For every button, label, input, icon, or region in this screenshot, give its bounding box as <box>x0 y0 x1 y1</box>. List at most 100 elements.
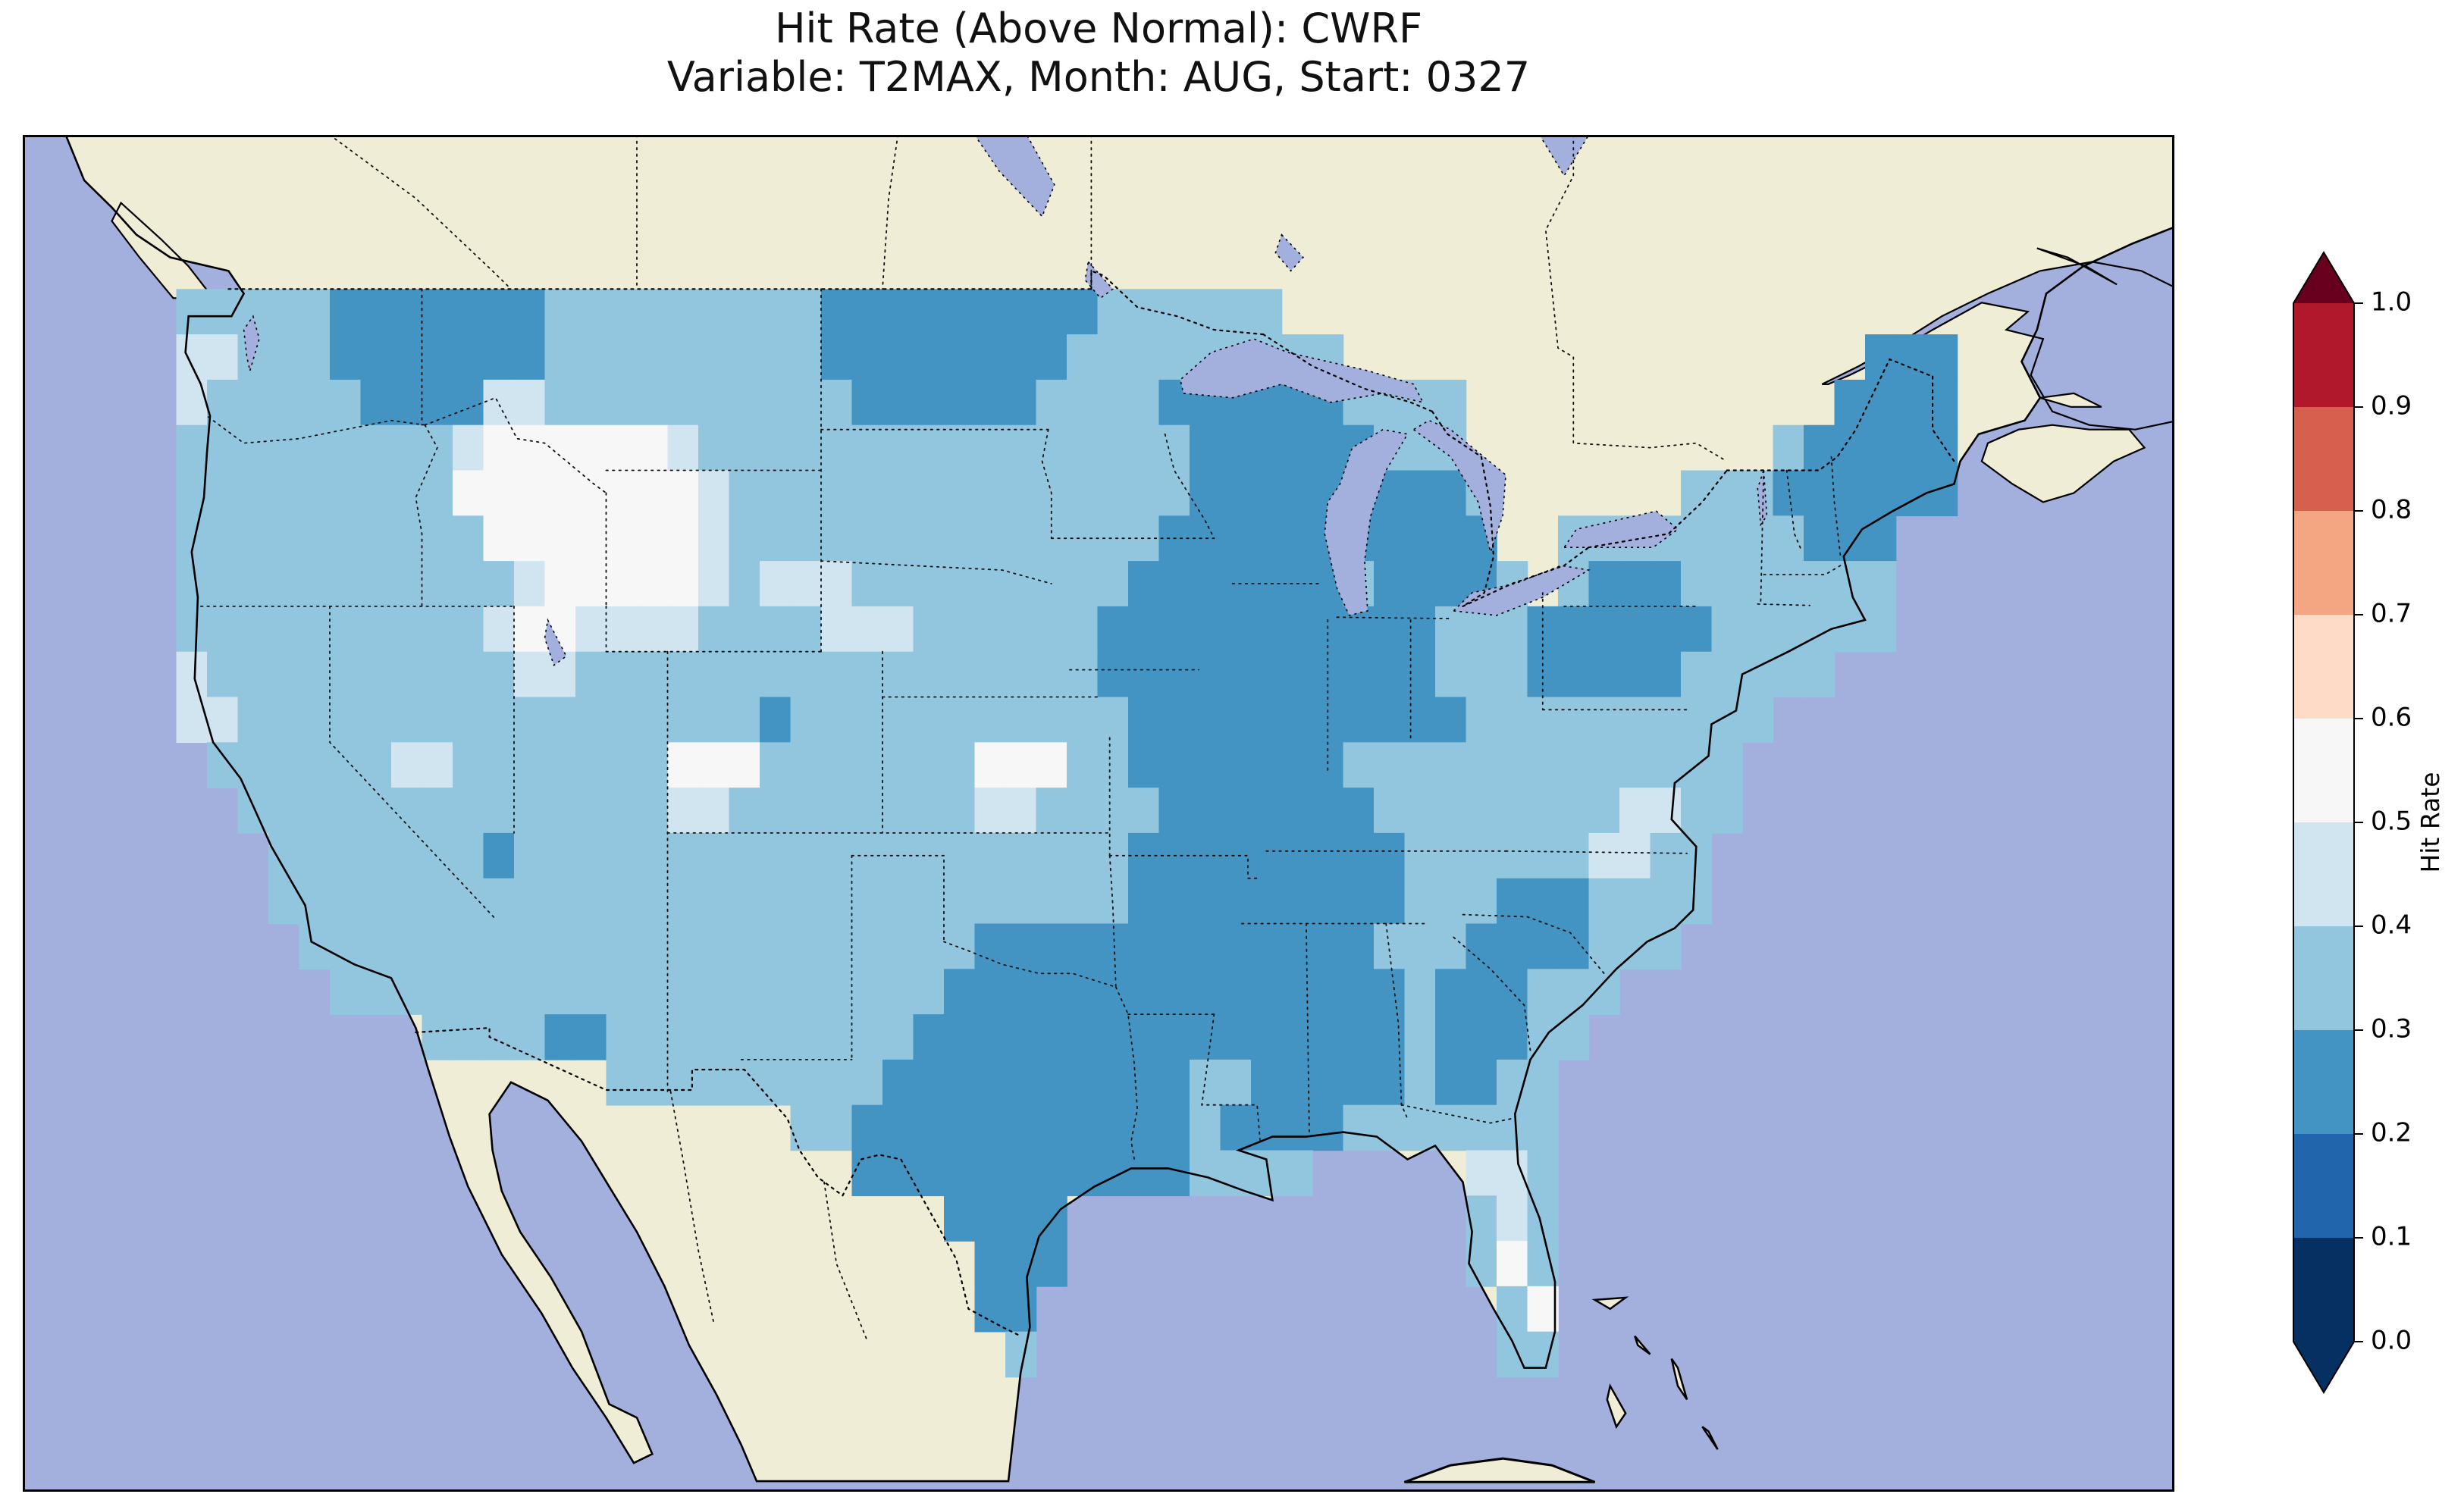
grid-cell <box>1067 424 1099 471</box>
grid-cell <box>1435 1014 1467 1060</box>
grid-cell <box>760 1014 792 1060</box>
grid-cell <box>698 379 730 426</box>
grid-cell <box>882 379 914 426</box>
state-border <box>1108 854 1261 879</box>
grid-cell <box>1036 289 1067 335</box>
grid-cell <box>1466 697 1497 744</box>
grid-cell <box>483 651 515 698</box>
grid-cell <box>391 289 423 335</box>
grid-cell <box>1926 379 1958 426</box>
grid-cell <box>1190 878 1221 925</box>
grid-cell <box>1742 606 1774 653</box>
coastline <box>64 135 2174 1483</box>
grid-cell <box>514 379 546 426</box>
grid-cell <box>821 697 853 744</box>
grid-cell <box>299 878 331 925</box>
state-border <box>1108 854 1117 988</box>
grid-cell <box>575 470 607 517</box>
lakes <box>243 135 1768 666</box>
grid-cell <box>790 379 822 426</box>
colorbar-ticks: 1.0 0.9 0.8 0.7 0.6 0.5 0.4 0.3 0.2 0.1 0.0 <box>2354 287 2412 1356</box>
grid-cell <box>1005 1286 1037 1333</box>
grid-cell <box>882 561 914 607</box>
grid-cell <box>1865 515 1897 562</box>
grid-cell <box>974 788 1006 834</box>
grid-cell <box>790 1104 822 1151</box>
island <box>2036 247 2118 286</box>
grid-cell <box>974 1241 1006 1287</box>
state-border <box>1400 1104 1513 1124</box>
grid-cell <box>698 878 730 925</box>
grid-cell <box>667 969 699 1015</box>
grid-cell <box>1650 923 1682 970</box>
grid-cell <box>606 334 638 381</box>
grid-cell <box>821 1014 853 1060</box>
grid-cell <box>882 923 914 970</box>
grid-cell <box>944 606 976 653</box>
grid-cell <box>1128 289 1160 335</box>
grid-cell <box>1005 515 1037 562</box>
grid-cell <box>1619 561 1651 607</box>
grid-cell <box>1005 697 1037 744</box>
grid-cell <box>1190 788 1221 834</box>
grid-cell <box>1067 1014 1099 1060</box>
grid-cell <box>913 334 945 381</box>
grid-cell <box>268 424 300 471</box>
grid-cell <box>391 697 423 744</box>
grid-cell <box>1158 742 1190 788</box>
grid-cell <box>790 289 822 335</box>
grid-cell <box>360 379 392 426</box>
grid-cell <box>1067 651 1099 698</box>
grid-cell <box>851 470 883 517</box>
grid-cell <box>1281 515 1313 562</box>
country-border <box>1462 547 1590 607</box>
grid-cell <box>821 651 853 698</box>
grid-cell <box>913 697 945 744</box>
grid-cell <box>237 651 269 698</box>
grid-cell <box>1711 742 1743 788</box>
grid-cell <box>299 651 331 698</box>
grid-cell <box>974 832 1006 879</box>
grid-cell <box>1097 334 1129 381</box>
grid-cell <box>268 289 300 335</box>
grid-cell <box>882 878 914 925</box>
grid-cell <box>299 832 331 879</box>
grid-cell <box>1497 697 1528 744</box>
grid-cell <box>1895 470 1927 517</box>
grid-cell <box>913 878 945 925</box>
state-border <box>1114 986 1139 1160</box>
grid-cell <box>851 334 883 381</box>
grid-cell <box>1036 1241 1067 1287</box>
grid-cell <box>1650 742 1682 788</box>
grid-cell <box>1497 1195 1528 1242</box>
grid-cell <box>1036 606 1067 653</box>
colorbar-tick-label: 0.9 <box>2371 391 2412 421</box>
grid-cell <box>1220 470 1252 517</box>
grid-cell <box>790 1014 822 1060</box>
grid-cell <box>1527 832 1559 879</box>
grid-cell <box>575 289 607 335</box>
grid-cell <box>974 606 1006 653</box>
lake <box>1452 565 1591 616</box>
grid-cell <box>483 515 515 562</box>
grid-cell <box>1036 1150 1067 1197</box>
grid-cell <box>913 788 945 834</box>
grid-cell <box>1067 788 1099 834</box>
grid-cell <box>606 651 638 698</box>
grid-cell <box>1681 515 1713 562</box>
grid-cell <box>1834 515 1866 562</box>
grid-cell <box>882 1059 914 1106</box>
grid-cell <box>1312 1059 1344 1106</box>
grid-cell <box>1374 561 1406 607</box>
state-border <box>1164 433 1215 540</box>
grid-cell <box>1926 334 1958 381</box>
grid-cell <box>760 515 792 562</box>
grid-cell <box>851 697 883 744</box>
grid-cell <box>1281 742 1313 788</box>
grid-cell <box>1466 788 1497 834</box>
grid-cell <box>729 334 760 381</box>
grid-cell <box>1190 606 1221 653</box>
grid-cell <box>1435 470 1467 517</box>
grid-cell <box>422 651 453 698</box>
